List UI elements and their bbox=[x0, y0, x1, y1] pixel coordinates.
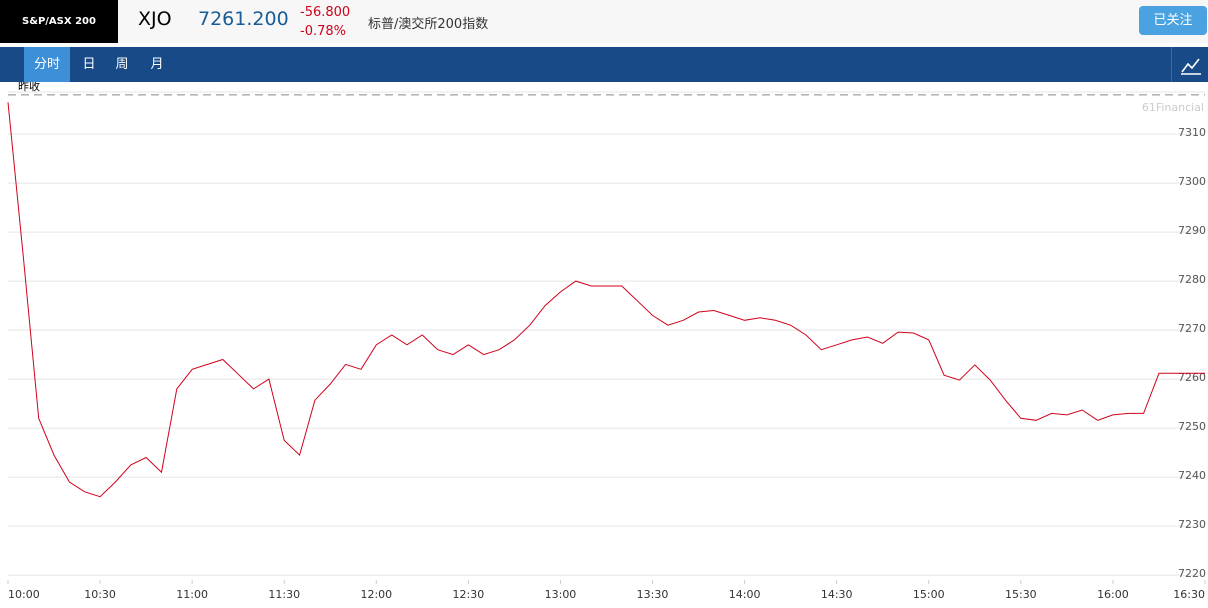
x-tick-label: 12:30 bbox=[453, 588, 485, 601]
tab[interactable]: 月 bbox=[150, 57, 164, 72]
price-line bbox=[7, 102, 1205, 498]
y-tick-label: 7250 bbox=[1178, 420, 1206, 433]
x-tick-label: 11:30 bbox=[268, 588, 300, 601]
icon-line bbox=[1181, 58, 1200, 73]
x-tick-label: 12:00 bbox=[360, 588, 392, 601]
chart: 7220 7230 7240 7250 7260 7270 7280 7290 7300 7310… bbox=[7, 82, 1206, 601]
change-pct: -0.78% bbox=[300, 24, 346, 39]
y-tick-label: 7240 bbox=[1178, 469, 1206, 482]
chart-icon[interactable] bbox=[1171, 47, 1208, 82]
y-tick-label: 7310 bbox=[1178, 126, 1206, 139]
y-tick-label: 7230 bbox=[1178, 518, 1206, 531]
x-tick-label: 10:30 bbox=[84, 588, 116, 601]
nav-bar: 分时 日 周 月 bbox=[0, 47, 1208, 82]
symbol: XJO bbox=[138, 8, 172, 30]
follow-button[interactable]: 已关注 bbox=[1139, 6, 1207, 35]
price: 7261.200 bbox=[198, 8, 289, 30]
y-tick-label: 7280 bbox=[1178, 273, 1206, 286]
x-tick-label: 16:00 bbox=[1097, 588, 1129, 601]
watermark: 61Financial bbox=[1142, 101, 1204, 114]
x-tick-label: 14:00 bbox=[729, 588, 761, 601]
y-tick-label: 7260 bbox=[1178, 371, 1206, 384]
y-tick-label: 7290 bbox=[1178, 224, 1206, 237]
x-tick-label: 13:30 bbox=[637, 588, 669, 601]
index-name: 标普/澳交所200指数 bbox=[368, 17, 489, 32]
tab[interactable]: 日 bbox=[82, 57, 96, 72]
tab[interactable]: 周 bbox=[115, 57, 129, 72]
y-tick-label: 7220 bbox=[1178, 567, 1206, 580]
prev-close-label: 昨收 bbox=[18, 82, 40, 93]
change: -56.800 bbox=[300, 5, 351, 20]
tab[interactable]: 分时 bbox=[24, 47, 70, 82]
x-tick-label: 14:30 bbox=[821, 588, 853, 601]
header: S&P/ASX 200 XJO 7261.200 -56.800 -0.78% 标… bbox=[0, 0, 1208, 43]
change-box: -56.800 -0.78% bbox=[300, 3, 350, 41]
x-tick-label: 10:00 bbox=[8, 588, 40, 601]
x-tick-label: 13:00 bbox=[545, 588, 577, 601]
x-tick-label: 15:00 bbox=[913, 588, 945, 601]
logo: S&P/ASX 200 bbox=[0, 0, 118, 43]
y-tick-label: 7300 bbox=[1178, 175, 1206, 188]
y-tick-label: 7270 bbox=[1178, 322, 1206, 335]
x-tick-label: 15:30 bbox=[1005, 588, 1037, 601]
icon-svg bbox=[1181, 58, 1201, 75]
x-tick-label: 11:00 bbox=[176, 588, 208, 601]
x-tick-label: 16:30 bbox=[1173, 588, 1205, 601]
